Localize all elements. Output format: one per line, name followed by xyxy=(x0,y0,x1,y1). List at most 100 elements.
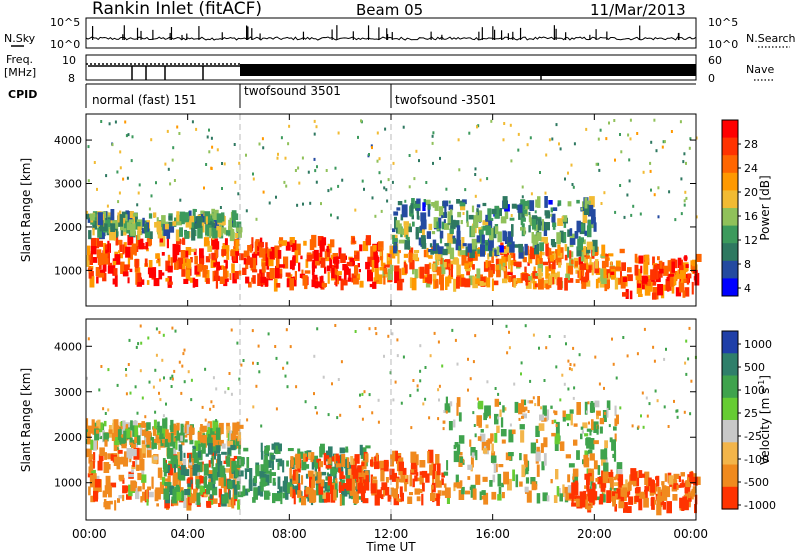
range-cell xyxy=(130,420,133,429)
range-cell xyxy=(312,455,318,468)
range-cell xyxy=(372,244,377,251)
range-cell xyxy=(585,127,588,131)
range-cell xyxy=(164,162,167,166)
range-cell xyxy=(477,249,480,254)
range-cell xyxy=(314,466,317,476)
range-cell xyxy=(431,485,434,490)
range-cell xyxy=(548,138,551,142)
range-cell xyxy=(519,424,525,430)
range-cell xyxy=(604,440,608,449)
range-cell xyxy=(564,177,566,181)
x-tick-label: 08:00 xyxy=(272,527,307,541)
range-cell xyxy=(593,440,599,445)
range-cell xyxy=(202,265,207,278)
range-cell xyxy=(538,277,544,290)
range-cell xyxy=(190,378,193,382)
range-cell xyxy=(483,492,489,505)
range-cell xyxy=(460,277,466,287)
range-cell xyxy=(608,253,614,257)
range-cell xyxy=(540,252,545,256)
range-cell xyxy=(205,223,210,236)
range-cell xyxy=(233,246,237,251)
range-cell xyxy=(231,497,235,509)
range-cell xyxy=(266,445,270,451)
range-cell xyxy=(429,243,433,248)
range-cell xyxy=(641,391,644,395)
range-cell xyxy=(108,243,111,253)
range-cell xyxy=(180,465,186,475)
range-cell xyxy=(618,474,624,486)
range-cell xyxy=(521,185,524,189)
range-cell xyxy=(464,263,469,270)
range-cell xyxy=(173,262,177,270)
range-cell xyxy=(403,225,409,238)
range-cell xyxy=(326,482,333,490)
range-cell xyxy=(370,483,377,494)
range-cell xyxy=(105,475,111,488)
range-cell xyxy=(156,436,161,444)
range-cell xyxy=(327,476,332,486)
range-cell xyxy=(614,405,617,416)
range-cell xyxy=(183,348,186,352)
range-cell xyxy=(620,276,626,289)
range-cell xyxy=(381,482,388,491)
range-cell xyxy=(476,204,481,208)
range-cell xyxy=(313,354,316,358)
range-cell xyxy=(477,210,483,222)
range-cell xyxy=(445,277,448,290)
range-cell xyxy=(498,245,504,253)
range-cell xyxy=(140,496,143,503)
range-cell xyxy=(107,485,112,498)
range-cell xyxy=(176,125,179,129)
range-cell xyxy=(679,282,685,293)
velocity-heatmap-data xyxy=(86,324,701,516)
range-cell xyxy=(503,267,508,279)
range-cell xyxy=(231,263,235,274)
range-cell xyxy=(570,413,573,426)
range-cell xyxy=(96,249,102,259)
range-cell xyxy=(309,201,312,205)
range-cell xyxy=(432,131,435,135)
range-cell xyxy=(574,495,579,499)
range-cell xyxy=(601,260,607,269)
range-cell xyxy=(274,493,281,502)
range-cell xyxy=(475,474,481,485)
range-cell xyxy=(301,156,304,160)
range-cell xyxy=(208,218,214,232)
range-cell xyxy=(398,268,402,279)
range-cell xyxy=(468,131,471,135)
range-cell xyxy=(292,255,296,266)
range-cell xyxy=(224,492,229,500)
range-cell xyxy=(562,484,565,497)
range-cell xyxy=(639,473,645,478)
range-cell xyxy=(379,274,383,285)
range-cell xyxy=(159,398,162,402)
range-cell xyxy=(215,276,218,289)
range-cell xyxy=(377,398,380,402)
colorbar-tick-label: 500 xyxy=(744,361,765,374)
range-cell xyxy=(404,474,408,481)
range-cell xyxy=(368,393,371,397)
range-cell xyxy=(236,341,239,345)
nsky-strip xyxy=(85,17,697,49)
range-cell xyxy=(214,250,217,254)
range-cell xyxy=(520,430,525,443)
range-cell xyxy=(329,257,333,269)
range-cell xyxy=(428,416,431,420)
range-cell xyxy=(600,254,606,258)
range-cell xyxy=(595,278,599,289)
range-cell xyxy=(581,207,583,211)
range-cell xyxy=(264,446,268,452)
range-cell xyxy=(486,177,489,181)
range-cell xyxy=(141,227,146,234)
colorbar-tick-label: 100 xyxy=(744,384,765,397)
range-cell xyxy=(127,363,130,366)
range-cell xyxy=(158,330,161,334)
range-cell xyxy=(458,245,461,251)
range-cell xyxy=(293,457,297,465)
range-cell xyxy=(682,496,687,502)
range-cell xyxy=(536,464,540,477)
range-cell xyxy=(102,273,107,282)
range-cell xyxy=(444,243,449,247)
range-cell xyxy=(201,214,206,218)
